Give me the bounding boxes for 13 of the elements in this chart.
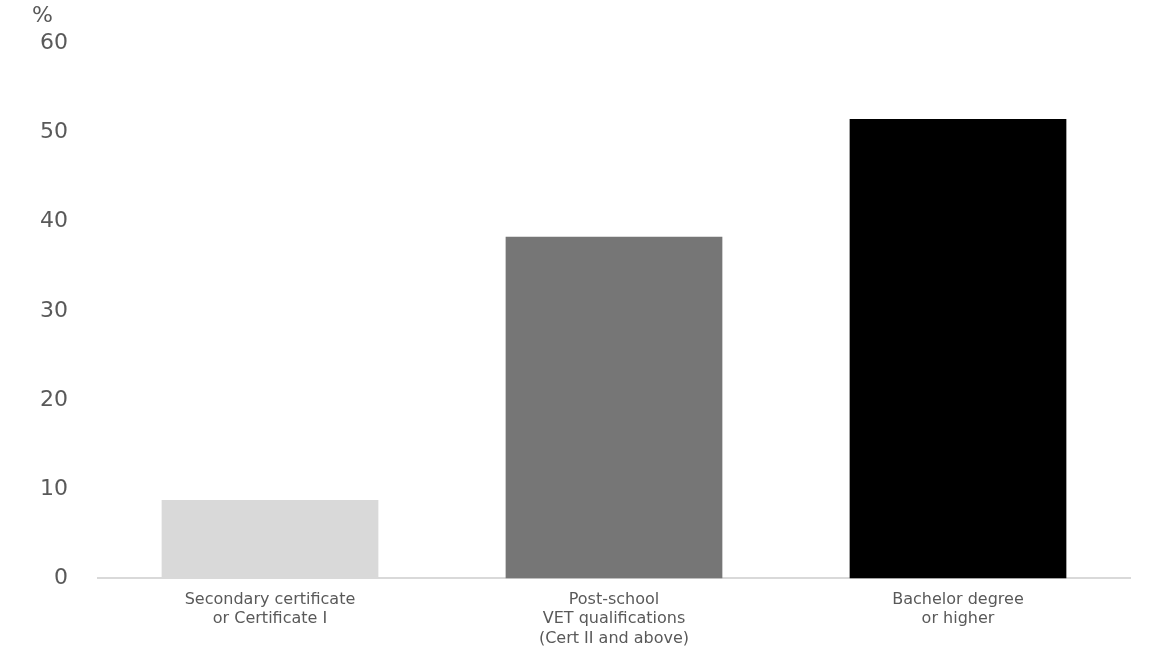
y-axis-title: % — [32, 2, 53, 27]
y-tick-label: 10 — [39, 474, 68, 500]
y-tick-label: 30 — [39, 296, 68, 322]
bar — [505, 236, 723, 579]
y-tick-label: 0 — [53, 564, 68, 590]
y-tick-label: 50 — [39, 118, 68, 144]
bar — [849, 119, 1067, 579]
x-tick-label: Post-school VET qualifications (Cert II and above) — [538, 589, 690, 647]
y-tick-label: 40 — [39, 207, 68, 233]
y-tick-label: 60 — [39, 28, 68, 54]
y-tick-label: 20 — [39, 385, 68, 411]
x-tick-label: Bachelor degree or higher — [892, 589, 1024, 628]
x-tick-label: Secondary certificate or Certificate I — [184, 589, 356, 628]
